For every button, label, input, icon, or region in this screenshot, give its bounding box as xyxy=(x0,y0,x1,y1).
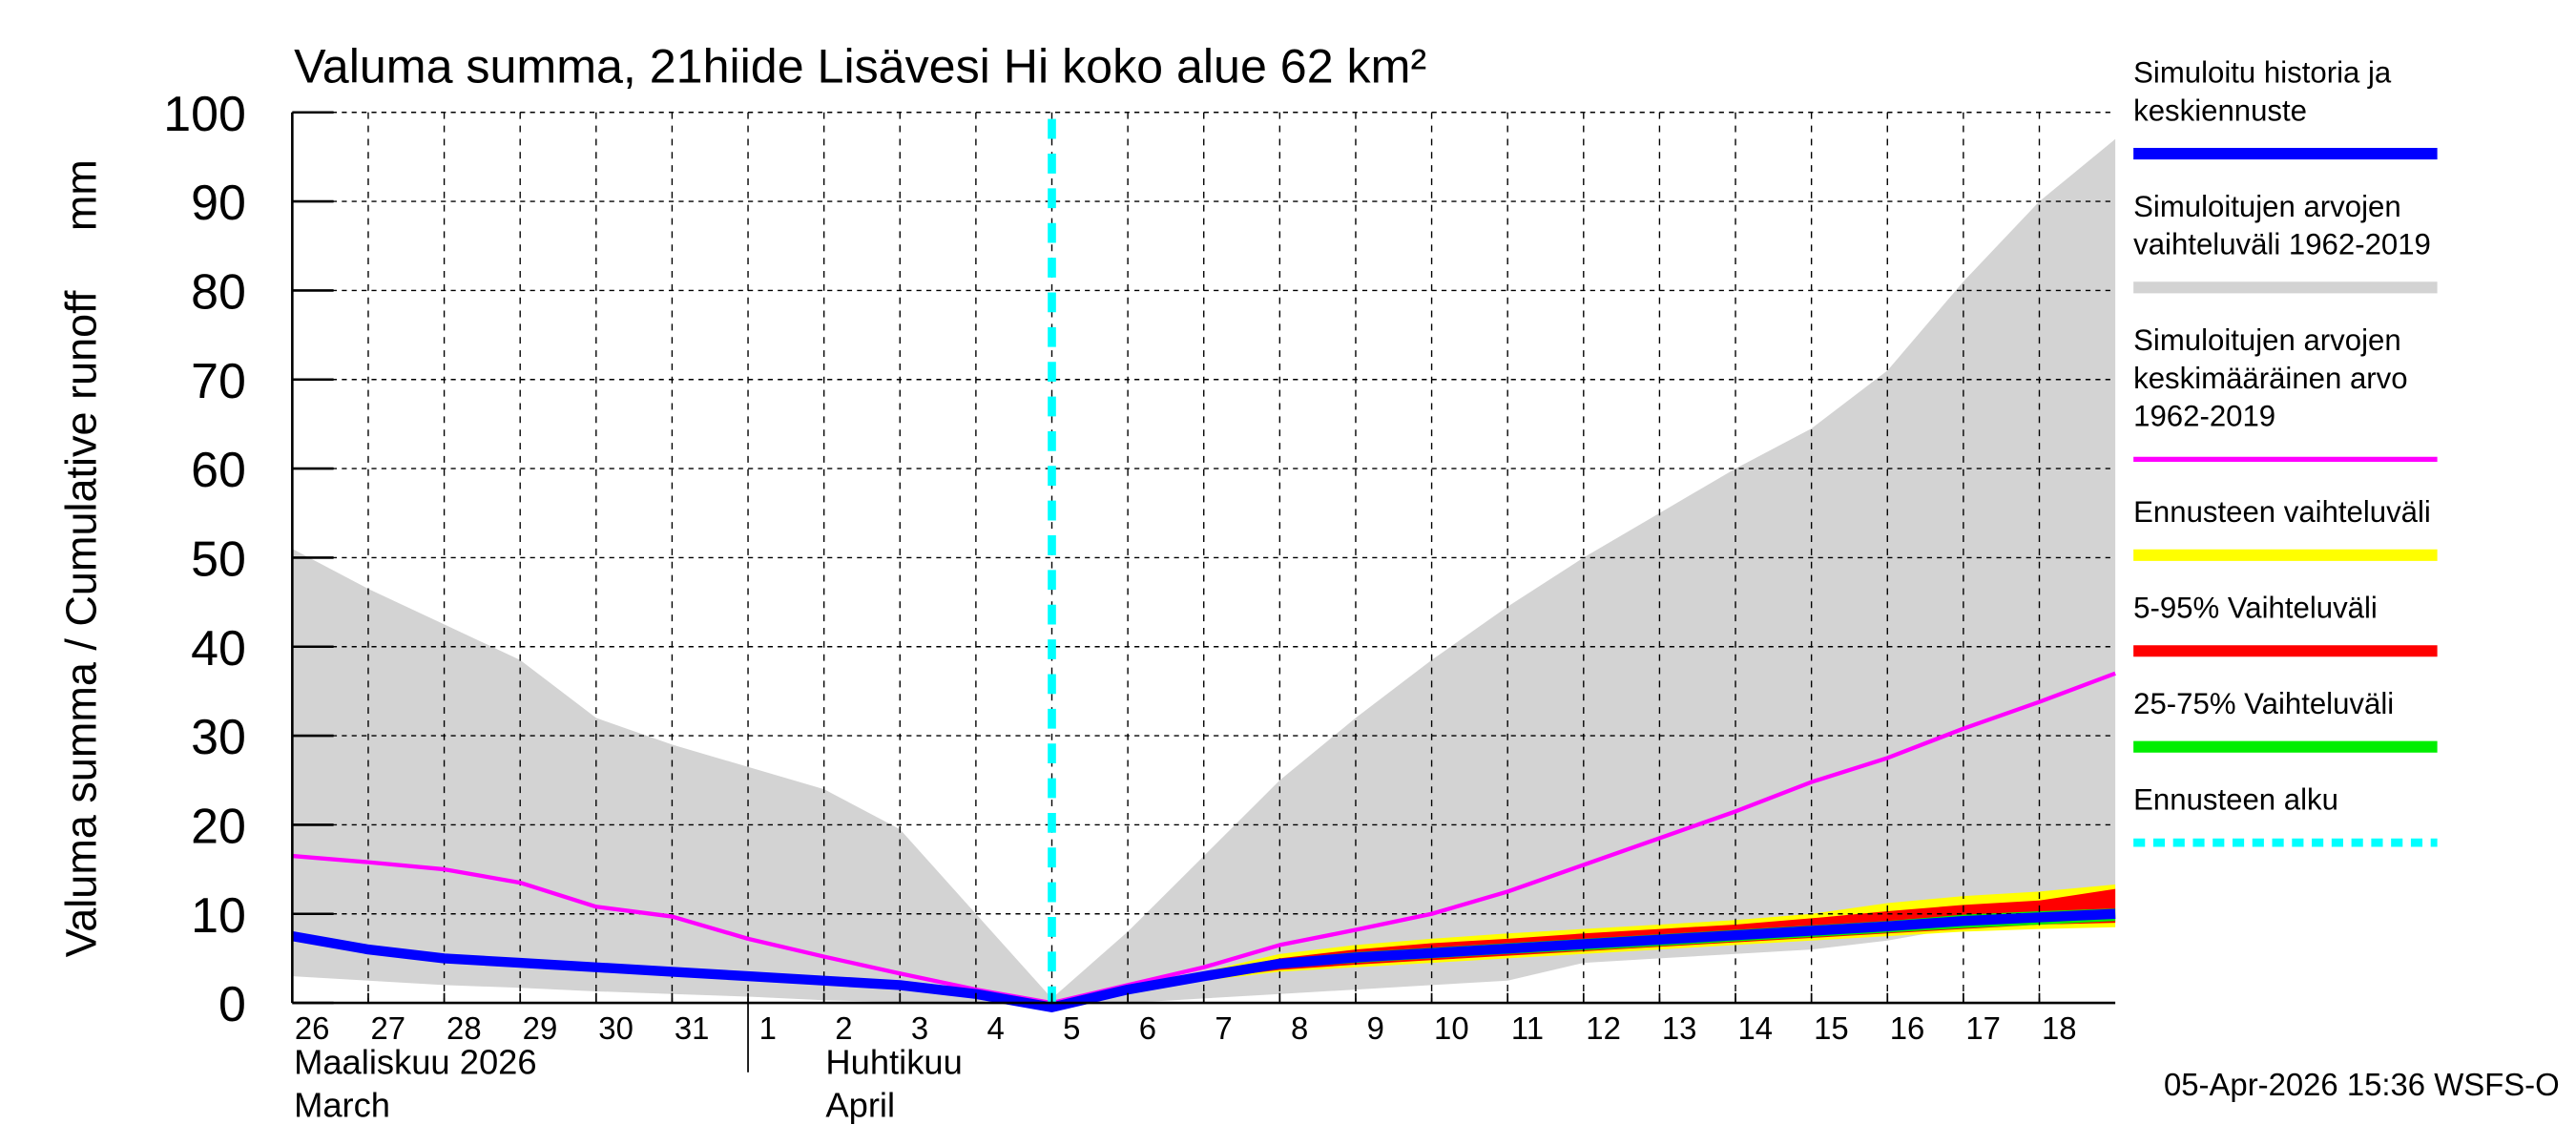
y-tick-label: 20 xyxy=(191,799,246,854)
x-tick-label: 6 xyxy=(1139,1010,1156,1046)
legend-item: 5-95% Vaihteluväli xyxy=(2133,592,2438,657)
x-tick-label: 18 xyxy=(2042,1010,2077,1046)
band-1 xyxy=(292,138,2116,1004)
legend-label: Ennusteen alku xyxy=(2133,782,2338,816)
footer-timestamp: 05-Apr-2026 15:36 WSFS-O xyxy=(2164,1067,2560,1102)
legend-label: keskiennuste xyxy=(2133,94,2307,127)
x-tick-label: 16 xyxy=(1890,1010,1925,1046)
x-tick-label: 17 xyxy=(1965,1010,2001,1046)
legend-item: Simuloitu historia ja keskiennuste xyxy=(2133,56,2438,160)
series-line-2 xyxy=(291,908,2116,1012)
month-label-en: April xyxy=(825,1086,895,1125)
x-tick-label: 7 xyxy=(1215,1010,1232,1046)
month-label-en: March xyxy=(294,1086,390,1125)
y-tick-label: 60 xyxy=(191,443,246,498)
x-tick-label: 2 xyxy=(835,1010,852,1046)
legend-item: Ennusteen alku xyxy=(2133,782,2438,847)
month-label-fi: Huhtikuu xyxy=(825,1043,962,1082)
x-tick-label: 10 xyxy=(1434,1010,1469,1046)
legend-label: Ennusteen vaihteluväli xyxy=(2133,495,2431,529)
x-tick-label: 29 xyxy=(523,1010,558,1046)
legend-item: Simuloitujen arvojen vaihteluväli 1962-20… xyxy=(2133,190,2438,294)
y-tick-label: 90 xyxy=(191,176,246,231)
legend-label: Simuloitu historia ja xyxy=(2133,56,2392,90)
legend-label: 1962-2019 xyxy=(2133,400,2275,433)
legend-label: keskimääräinen arvo xyxy=(2133,362,2407,395)
x-tick-label: 3 xyxy=(911,1010,928,1046)
y-tick-label: 40 xyxy=(191,621,246,677)
legend-label: vaihteluväli 1962-2019 xyxy=(2133,228,2431,261)
x-tick-label: 31 xyxy=(675,1010,710,1046)
chart-title: Valuma summa, 21hiide Lisävesi Hi koko a… xyxy=(294,40,1426,94)
y-tick-label: 50 xyxy=(191,531,246,587)
legend-item: 25-75% Vaihteluväli xyxy=(2133,687,2438,753)
y-axis-label: Valuma summa / Cumulative runoff mm xyxy=(56,159,105,957)
series-line-1 xyxy=(292,671,2116,1006)
legend-item: Ennusteen vaihteluväli xyxy=(2133,495,2438,561)
x-tick-label: 8 xyxy=(1291,1010,1308,1046)
legend-item: Simuloitujen arvojen keskimääräinen arvo 1… xyxy=(2133,323,2438,462)
x-tick-label: 12 xyxy=(1586,1010,1621,1046)
legend-label: 25-75% Vaihteluväli xyxy=(2133,687,2394,720)
x-tick-label: 27 xyxy=(370,1010,405,1046)
legend-label: Simuloitujen arvojen xyxy=(2133,323,2400,357)
y-tick-label: 80 xyxy=(191,264,246,320)
y-tick-label: 10 xyxy=(191,888,246,944)
x-tick-label: 15 xyxy=(1814,1010,1849,1046)
y-tick-label: 0 xyxy=(218,977,246,1032)
x-tick-label: 4 xyxy=(987,1010,1005,1046)
x-tick-label: 14 xyxy=(1738,1010,1774,1046)
month-label-fi: Maaliskuu 2026 xyxy=(294,1043,537,1082)
x-tick-label: 5 xyxy=(1063,1010,1080,1046)
y-tick-label: 70 xyxy=(191,354,246,409)
x-tick-label: 28 xyxy=(447,1010,482,1046)
x-tick-label: 13 xyxy=(1662,1010,1697,1046)
y-tick-label: 30 xyxy=(191,710,246,765)
legend-label: 5-95% Vaihteluväli xyxy=(2133,592,2378,625)
x-tick-label: 26 xyxy=(295,1010,330,1046)
x-tick-label: 11 xyxy=(1511,1010,1544,1046)
y-tick-label: 100 xyxy=(163,87,246,142)
x-tick-label: 9 xyxy=(1367,1010,1384,1046)
legend: Simuloitu historia jakeskiennusteSimuloi… xyxy=(2133,56,2438,847)
legend-label: Simuloitujen arvojen xyxy=(2133,190,2400,223)
x-tick-label: 30 xyxy=(598,1010,634,1046)
x-tick-label: 1 xyxy=(759,1010,777,1046)
